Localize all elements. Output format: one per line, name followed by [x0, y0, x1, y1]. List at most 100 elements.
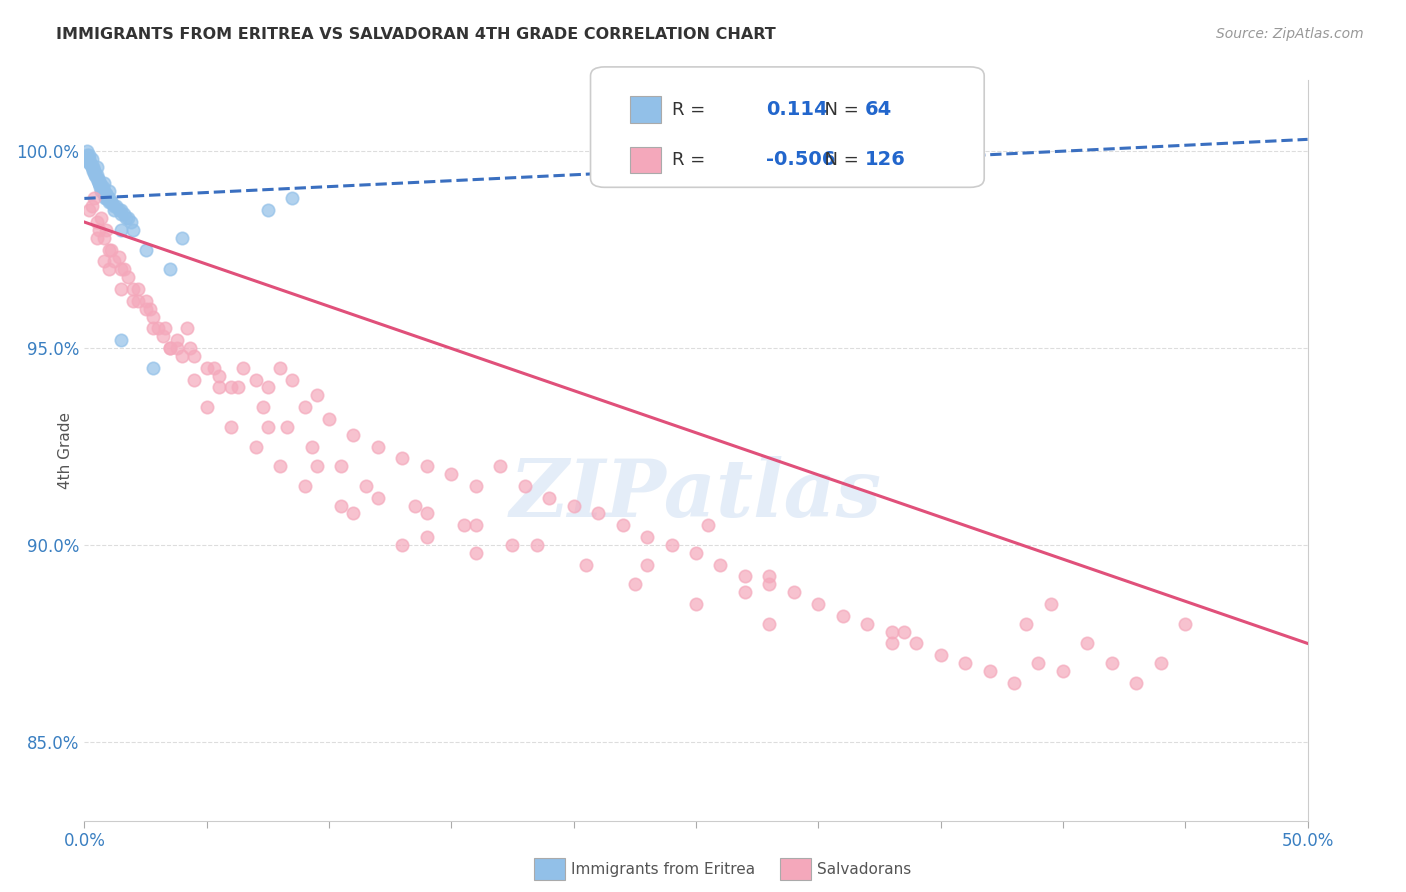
Point [94, 187, 117, 202]
Point [416, 507, 439, 521]
Point [318, 412, 340, 426]
Text: Immigrants from Eritrea: Immigrants from Eritrea [571, 863, 755, 877]
Text: ZIPatlas: ZIPatlas [510, 456, 882, 533]
Text: N =: N = [813, 151, 865, 169]
Point [562, 499, 585, 513]
Point [245, 373, 267, 387]
Point [127, 282, 149, 296]
Point [77, 203, 100, 218]
Text: 64: 64 [865, 100, 891, 120]
Point [112, 262, 135, 277]
Point [79, 156, 101, 170]
Point [257, 203, 280, 218]
Point [83, 191, 105, 205]
Point [905, 636, 928, 650]
Point [87, 223, 110, 237]
Text: R =: R = [672, 101, 711, 119]
Point [135, 301, 157, 316]
Point [90, 184, 112, 198]
Point [276, 420, 298, 434]
Point [929, 648, 952, 663]
Point [758, 616, 780, 631]
Point [195, 400, 218, 414]
Point [342, 507, 364, 521]
Point [172, 231, 194, 245]
Point [82, 160, 104, 174]
Point [880, 624, 903, 639]
Point [636, 558, 658, 572]
Y-axis label: 4th Grade: 4th Grade [58, 412, 73, 489]
Point [93, 176, 115, 190]
Point [391, 538, 413, 552]
Point [586, 507, 609, 521]
Point [245, 440, 267, 454]
Point [257, 420, 280, 434]
Point [281, 373, 304, 387]
Point [489, 459, 512, 474]
Point [228, 380, 250, 394]
Point [93, 187, 115, 202]
Point [100, 243, 122, 257]
Point [93, 231, 115, 245]
Text: N =: N = [813, 101, 865, 119]
Point [354, 479, 377, 493]
Point [758, 577, 780, 591]
Point [93, 254, 115, 268]
Point [685, 597, 707, 611]
Point [269, 360, 291, 375]
Point [110, 333, 132, 347]
Point [77, 152, 100, 166]
Point [1150, 656, 1173, 670]
Point [84, 168, 107, 182]
Point [257, 380, 280, 394]
Point [624, 577, 647, 591]
Point [110, 282, 132, 296]
Point [953, 656, 976, 670]
Point [97, 191, 120, 205]
Point [807, 597, 830, 611]
Point [294, 479, 316, 493]
Point [91, 179, 114, 194]
Point [100, 195, 122, 210]
Point [120, 215, 142, 229]
Point [86, 231, 108, 245]
Point [734, 569, 756, 583]
Point [117, 211, 139, 226]
Point [110, 203, 132, 218]
Point [1039, 597, 1062, 611]
Point [440, 467, 463, 481]
Point [166, 341, 188, 355]
Point [159, 262, 181, 277]
Point [115, 211, 138, 226]
Point [416, 459, 439, 474]
Point [195, 360, 218, 375]
Point [117, 270, 139, 285]
Point [110, 262, 132, 277]
Point [979, 664, 1001, 678]
Point [80, 152, 103, 166]
Point [709, 558, 731, 572]
Point [77, 148, 100, 162]
Point [83, 164, 105, 178]
Point [87, 176, 110, 190]
Point [153, 321, 176, 335]
Point [152, 329, 174, 343]
Point [305, 459, 328, 474]
Point [330, 459, 353, 474]
Point [135, 293, 157, 308]
Point [103, 199, 125, 213]
Point [502, 538, 524, 552]
Text: -0.506: -0.506 [766, 151, 835, 169]
Point [416, 530, 439, 544]
Point [1002, 675, 1025, 690]
Point [87, 176, 110, 190]
Point [103, 203, 125, 218]
Point [342, 427, 364, 442]
Point [513, 479, 536, 493]
Point [172, 349, 194, 363]
Point [219, 420, 242, 434]
Point [89, 176, 111, 190]
Point [305, 388, 328, 402]
Point [80, 199, 103, 213]
Point [301, 440, 323, 454]
